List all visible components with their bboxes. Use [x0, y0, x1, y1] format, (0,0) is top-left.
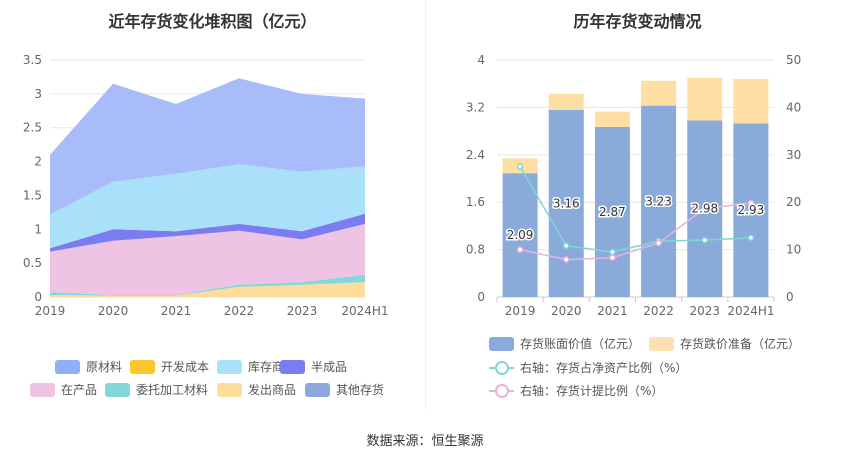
stacked-area-chart: 0 0.5 1 1.5 2 2.5 3 3.5 2019 2020 2021 2022 2023 2024… [23, 53, 389, 318]
bar [641, 105, 677, 297]
legend-swatch [649, 337, 674, 351]
line-series [519, 202, 751, 261]
line-point [563, 256, 570, 263]
legend-label: 在产品 [61, 383, 98, 397]
x-tick-label: 2024H1 [727, 304, 774, 318]
y-tick-label: 3 [34, 87, 42, 101]
y-tick-label: 2.5 [23, 121, 42, 135]
legend-swatch [489, 337, 514, 351]
line-point [747, 234, 755, 241]
y-tick-label: 3.5 [23, 53, 42, 67]
bar [594, 111, 630, 127]
right-chart-title: 历年存货变动情况 [573, 12, 702, 31]
legend-swatch [55, 360, 80, 374]
y-tick-label: 4 [477, 53, 485, 67]
x-tick-label: 2019 [505, 304, 536, 318]
line-point [516, 163, 524, 170]
legend-label: 原材料 [86, 360, 123, 374]
bar [548, 93, 584, 110]
bar-value-label: 2.93 [738, 203, 765, 217]
x-tick-label: 2020 [551, 304, 582, 318]
area-series [50, 78, 365, 215]
left-chart-title: 近年存货变化堆积图（亿元） [108, 12, 317, 31]
y2-tick-label: 50 [786, 53, 801, 67]
y2-tick-label: 0 [786, 290, 794, 304]
y-tick-label: 1 [34, 222, 42, 236]
area-series [50, 282, 365, 297]
bar-value-label: 3.16 [553, 196, 580, 210]
y2-tick-label: 20 [786, 195, 801, 209]
line-point [609, 248, 616, 256]
line-point [516, 246, 524, 253]
legend-label: 委托加工材料 [136, 383, 209, 397]
line-point [563, 242, 570, 250]
line-point [701, 205, 708, 212]
legend-label: 右轴：存货计提比例（%） [520, 384, 664, 398]
bar [502, 173, 538, 297]
line-point [701, 236, 708, 244]
legend-label: 其他存货 [336, 383, 385, 397]
x-tick-label: 2024H1 [341, 304, 388, 318]
legend-label: 存货账面价值（亿元） [520, 337, 641, 351]
line-point [655, 239, 662, 247]
area-series [50, 164, 365, 249]
area-series [50, 223, 365, 295]
chart-divider [425, 0, 426, 410]
legend-label: 发出商品 [248, 383, 297, 397]
legend-label: 开发成本 [161, 360, 210, 374]
legend-label: 半成品 [311, 360, 348, 374]
y-tick-label: 1.5 [23, 188, 42, 202]
y-tick-label: 0 [34, 290, 42, 304]
x-tick-label: 2023 [689, 304, 720, 318]
y-tick-label: 2.4 [466, 148, 485, 162]
line-point [747, 199, 755, 207]
legend-marker [495, 361, 509, 375]
legend-swatch [30, 383, 55, 397]
bar-value-label: 2.98 [691, 202, 718, 216]
x-tick-label: 2019 [35, 304, 66, 318]
bar-value-label: 3.23 [645, 194, 672, 208]
legend-swatch [305, 383, 330, 397]
data-source-note: 数据来源：恒生聚源 [366, 434, 484, 449]
x-tick-label: 2020 [98, 304, 129, 318]
x-tick-label: 2022 [643, 304, 674, 318]
bar [641, 80, 677, 106]
area-series [50, 213, 365, 252]
legend-swatch [217, 383, 242, 397]
bar [687, 77, 723, 121]
y-tick-label: 1.6 [466, 195, 485, 209]
legend-label: 存货跌价准备（亿元） [680, 337, 801, 351]
bar [594, 126, 630, 297]
bar [733, 78, 769, 124]
legend-swatch [130, 360, 155, 374]
bar [548, 109, 584, 298]
legend-swatch [280, 360, 305, 374]
legend-label: 右轴：存货占净资产比例（%） [520, 361, 688, 375]
bar-value-label: 2.87 [599, 205, 626, 219]
line-series [519, 166, 751, 253]
y-tick-label: 0.5 [23, 256, 42, 270]
y2-tick-label: 10 [786, 243, 801, 257]
legend-swatch [217, 360, 242, 374]
x-tick-label: 2023 [287, 304, 318, 318]
x-tick-label: 2021 [597, 304, 628, 318]
x-tick-label: 2022 [224, 304, 255, 318]
y2-tick-label: 40 [786, 100, 801, 114]
bar [733, 123, 769, 298]
y2-tick-label: 30 [786, 148, 801, 162]
legend-marker [495, 384, 509, 398]
y-tick-label: 2 [34, 155, 42, 169]
bar-value-label: 2.09 [507, 228, 534, 242]
legend-swatch [105, 383, 130, 397]
y-tick-label: 0 [477, 290, 485, 304]
line-point [609, 254, 616, 261]
y-tick-label: 0.8 [466, 243, 485, 257]
x-tick-label: 2021 [161, 304, 192, 318]
y-tick-label: 3.2 [466, 100, 485, 114]
